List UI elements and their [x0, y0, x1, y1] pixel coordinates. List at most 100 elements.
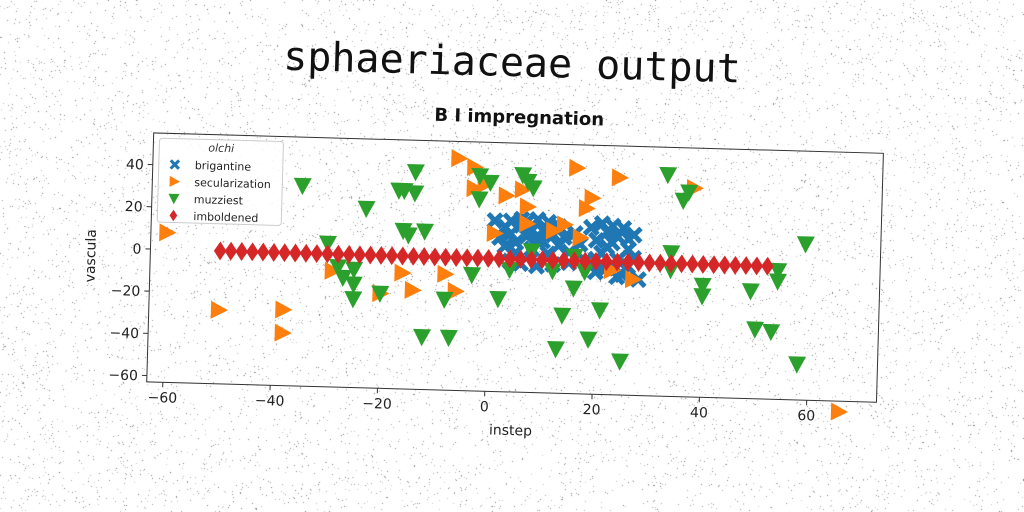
data-point [545, 221, 564, 240]
data-point [546, 341, 565, 359]
data-point [575, 263, 594, 282]
data-point [525, 250, 538, 270]
data-point [353, 245, 367, 265]
data-point [482, 248, 495, 268]
data-point [489, 290, 508, 309]
data-point [707, 255, 721, 275]
data-point [788, 356, 807, 374]
legend-marker-imboldened [169, 209, 178, 222]
data-point [210, 300, 228, 319]
legend-label-muzziest: muzziest [194, 193, 244, 207]
legend-box [156, 137, 284, 226]
data-point [553, 307, 572, 325]
data-point [500, 261, 519, 279]
data-point [578, 251, 592, 271]
data-point [579, 331, 598, 349]
data-series [159, 149, 849, 421]
data-point [344, 276, 363, 294]
data-point [439, 247, 452, 267]
x-axis-label: instep [489, 422, 533, 439]
data-point [293, 177, 312, 196]
y-tick-label: −40 [109, 325, 139, 342]
data-point [481, 174, 500, 192]
data-point [693, 277, 712, 295]
data-point [329, 258, 348, 277]
data-point [345, 261, 364, 279]
data-point [394, 263, 412, 282]
y-tick-label: 0 [132, 241, 141, 257]
data-point [524, 179, 543, 198]
data-point [693, 288, 712, 306]
x-tick-label: 60 [797, 408, 815, 424]
data-point [625, 226, 643, 244]
data-point [246, 242, 259, 262]
data-point [769, 273, 788, 291]
data-point [746, 321, 765, 339]
data-point [371, 285, 390, 303]
data-point [471, 167, 490, 186]
data-point [761, 256, 774, 276]
data-point [514, 249, 527, 269]
data-point [344, 291, 363, 309]
data-point [598, 238, 616, 256]
data-point [278, 243, 291, 263]
x-tick-label: −40 [255, 393, 285, 410]
data-point [739, 256, 753, 276]
data-point [519, 214, 537, 233]
data-point [331, 244, 345, 264]
data-point [274, 323, 292, 342]
data-point [741, 283, 760, 301]
data-point [460, 248, 474, 268]
legend-marker-secularization [169, 175, 181, 187]
data-point [514, 180, 533, 199]
data-point [467, 158, 485, 177]
y-tick-label: −20 [110, 283, 140, 300]
data-point [568, 251, 581, 271]
data-point [374, 245, 388, 265]
legend-label-brigantine: brigantine [195, 159, 252, 174]
data-point [289, 243, 302, 263]
y-tick-label: −60 [108, 367, 138, 384]
data-point [471, 248, 485, 268]
data-point [750, 256, 764, 276]
data-point [385, 246, 399, 266]
data-point [321, 244, 334, 264]
data-point [299, 243, 313, 263]
data-point [334, 269, 353, 288]
x-tick-label: 20 [582, 402, 600, 418]
x-tick-label: 40 [690, 405, 708, 421]
data-point [796, 236, 815, 254]
data-point [492, 249, 506, 269]
x-tick-label: 0 [480, 399, 489, 415]
data-point [324, 261, 342, 280]
data-point [769, 262, 788, 281]
data-point [632, 253, 646, 273]
data-point [578, 199, 596, 218]
data-point [404, 280, 422, 299]
plot-area: B I impregnation −60 −40 −20 0 20 40 60 −60 −40… [82, 105, 884, 440]
data-point [486, 211, 504, 230]
data-point [256, 242, 270, 262]
series-imboldened [213, 241, 774, 276]
y-axis-label: vascula [82, 229, 99, 283]
data-point [406, 185, 425, 203]
chart-title: B I impregnation [434, 105, 604, 131]
data-point [610, 252, 624, 272]
data-point [543, 262, 562, 281]
data-point [416, 223, 435, 241]
data-point [417, 247, 431, 267]
data-point [762, 323, 781, 342]
data-point [572, 228, 590, 247]
data-point [319, 235, 338, 253]
y-tick-label: 20 [125, 199, 143, 215]
x-tick-label: −20 [362, 396, 392, 413]
data-point [569, 158, 587, 177]
data-point [451, 149, 469, 168]
legend-title: olchi [208, 141, 234, 155]
data-point [496, 237, 514, 255]
data-point [407, 246, 420, 266]
legend-marker-muzziest [168, 193, 180, 205]
data-point [275, 300, 293, 319]
data-point [624, 270, 643, 289]
